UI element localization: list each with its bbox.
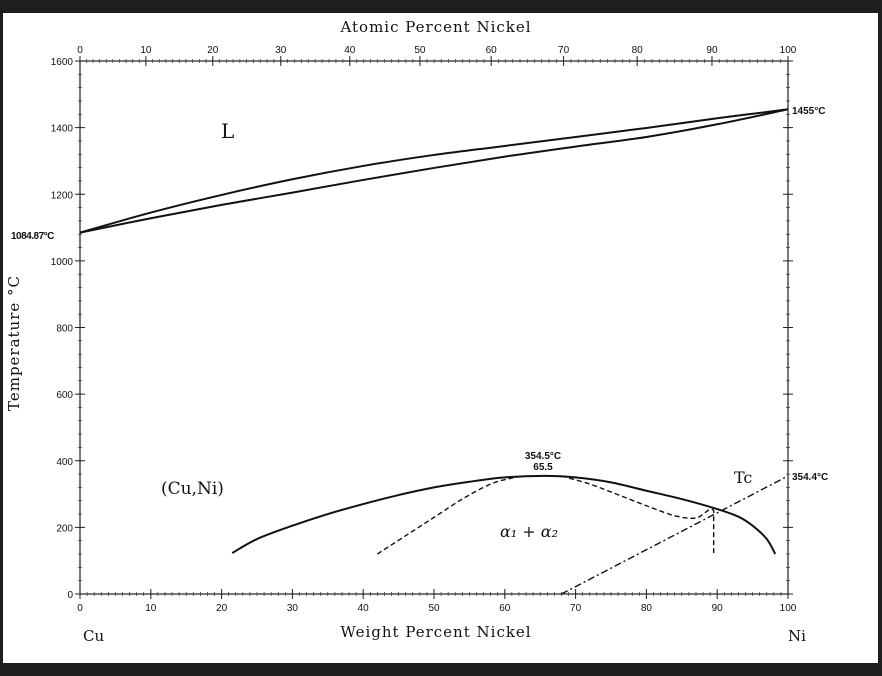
phase-curve-dashdot — [561, 475, 789, 595]
x-tick-label: 50 — [428, 603, 440, 614]
element-cu: Cu — [83, 627, 104, 645]
x-tick-label: 70 — [570, 603, 582, 614]
phase-curve-solid — [79, 108, 789, 234]
label-solid: (Cu,Ni) — [161, 479, 224, 499]
x-tick-label: 80 — [641, 603, 653, 614]
phase-curve-solid — [79, 108, 789, 234]
phase-curve-dashed — [561, 475, 715, 555]
x2-tick-label: 70 — [558, 45, 570, 56]
y-tick-label: 1200 — [51, 190, 74, 201]
y-tick-label: 1600 — [51, 57, 74, 68]
chart-panel: 0 10 20 30 40 50 60 70 80 90 100 0 10 20 30 40 50 60 70 80 9… — [3, 13, 878, 663]
x2-tick-label: 50 — [414, 45, 426, 56]
plot-frame — [79, 60, 789, 595]
x-tick-label: 10 — [145, 603, 157, 614]
x2-tick-label: 100 — [780, 45, 797, 56]
x2-tick-label: 20 — [207, 45, 219, 56]
y-tick-label: 200 — [56, 523, 73, 534]
label-gap: α₁ + α₂ — [500, 522, 558, 541]
x2-tick-label: 80 — [632, 45, 644, 56]
x-tick-label: 60 — [499, 603, 511, 614]
y-tick-label: 600 — [56, 390, 73, 401]
label-cu-melt: 1084.87°C — [11, 231, 54, 242]
x2-tick-label: 30 — [275, 45, 287, 56]
label-liquid: L — [221, 119, 234, 143]
label-ni-curie: 354.4°C — [792, 472, 828, 483]
x-tick-label: 20 — [216, 603, 228, 614]
y-axis-label: Temperature °C — [5, 275, 23, 411]
x2-tick-label: 60 — [486, 45, 498, 56]
element-ni: Ni — [788, 627, 806, 645]
label-ni-melt: 1455°C — [792, 106, 825, 117]
y-tick-label: 400 — [56, 457, 73, 468]
x2-tick-label: 90 — [706, 45, 718, 56]
label-critical-comp: 65.5 — [533, 462, 553, 473]
x-tick-label: 40 — [358, 603, 370, 614]
y-tick-label: 800 — [56, 324, 73, 335]
phase-curve-dashed — [376, 475, 527, 555]
x2-tick-label: 10 — [140, 45, 152, 56]
y-tick-label: 0 — [67, 590, 73, 601]
x-tick-label: 90 — [712, 603, 724, 614]
x-axis-label: Weight Percent Nickel — [340, 623, 531, 641]
phase-curve-solid — [231, 474, 777, 555]
phase-diagram: 0 10 20 30 40 50 60 70 80 90 1000 10 20 30 40 50 60 70 80 9… — [5, 18, 828, 645]
x2-axis-label: Atomic Percent Nickel — [339, 18, 531, 36]
x-tick-label: 0 — [77, 603, 83, 614]
y-tick-label: 1000 — [51, 257, 74, 268]
label-critical-temp: 354.5°C — [525, 451, 561, 462]
label-curie: Tc — [734, 468, 752, 487]
x2-tick-label: 40 — [344, 45, 356, 56]
x-tick-label: 30 — [287, 603, 299, 614]
x-tick-label: 100 — [780, 603, 797, 614]
y-tick-label: 1400 — [51, 124, 74, 135]
x2-tick-label: 0 — [77, 45, 83, 56]
